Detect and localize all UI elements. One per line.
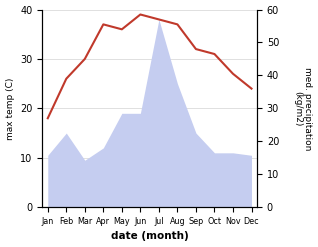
X-axis label: date (month): date (month) [111,231,189,242]
Y-axis label: med. precipitation
(kg/m2): med. precipitation (kg/m2) [293,67,313,150]
Y-axis label: max temp (C): max temp (C) [5,77,15,140]
